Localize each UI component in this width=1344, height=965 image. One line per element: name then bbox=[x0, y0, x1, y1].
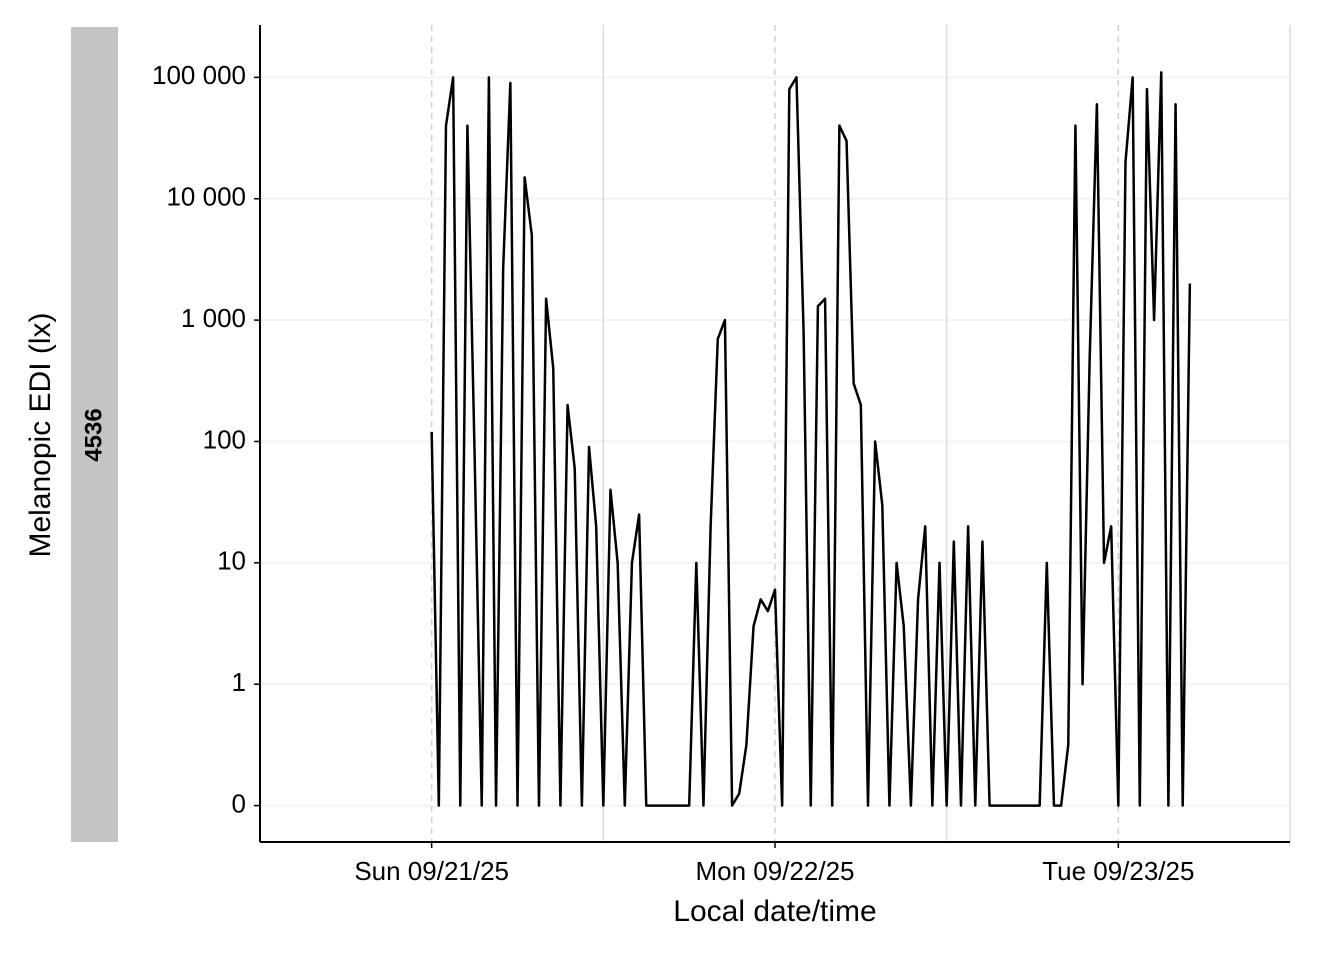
y-tick-label: 10 000 bbox=[166, 182, 246, 212]
x-tick-label: Tue 09/23/25 bbox=[1042, 856, 1194, 886]
x-tick-label: Sun 09/21/25 bbox=[354, 856, 509, 886]
facet-label: 4536 bbox=[80, 408, 107, 461]
data-line bbox=[430, 71, 1192, 807]
y-tick-label: 1 bbox=[232, 667, 246, 697]
x-axis-label: Local date/time bbox=[673, 895, 876, 928]
y-tick-label: 10 bbox=[217, 546, 246, 576]
y-tick-label: 100 000 bbox=[152, 60, 246, 90]
y-axis-label: Melanopic EDI (lx) bbox=[24, 312, 57, 557]
y-tick-label: 100 bbox=[203, 424, 246, 454]
facet-strip bbox=[71, 27, 118, 842]
y-tick-label: 1 000 bbox=[181, 303, 246, 333]
x-tick-label: Mon 09/22/25 bbox=[695, 856, 854, 886]
y-tick-label: 0 bbox=[232, 788, 246, 818]
